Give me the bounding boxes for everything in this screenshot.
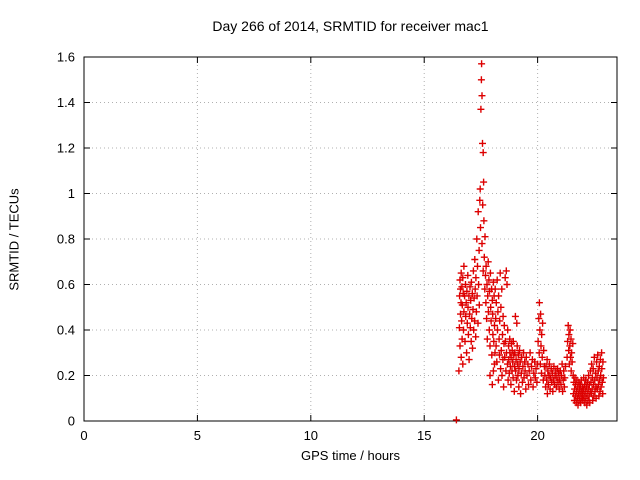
axis-ticks xyxy=(83,56,617,422)
chart-title: Day 266 of 2014, SRMTID for receiver mac… xyxy=(212,18,489,34)
data-point-markers xyxy=(452,60,607,424)
svg-text:1: 1 xyxy=(68,186,75,201)
svg-text:0: 0 xyxy=(68,414,75,429)
svg-text:0.2: 0.2 xyxy=(57,368,75,383)
x-axis-label: GPS time / hours xyxy=(301,448,400,463)
svg-text:0.8: 0.8 xyxy=(57,232,75,247)
x-tick-labels: 0 5 10 15 20 xyxy=(80,428,544,443)
svg-text:1.2: 1.2 xyxy=(57,141,75,156)
svg-text:10: 10 xyxy=(304,428,318,443)
svg-text:1.4: 1.4 xyxy=(57,95,75,110)
svg-text:0: 0 xyxy=(80,428,87,443)
svg-text:20: 20 xyxy=(530,428,544,443)
svg-text:0.6: 0.6 xyxy=(57,277,75,292)
y-tick-labels: 0 0.2 0.4 0.6 0.8 1 1.2 1.4 1.6 xyxy=(57,50,75,429)
svg-text:15: 15 xyxy=(417,428,431,443)
svg-text:1.6: 1.6 xyxy=(57,50,75,65)
svg-text:5: 5 xyxy=(194,428,201,443)
svg-text:0.4: 0.4 xyxy=(57,323,75,338)
